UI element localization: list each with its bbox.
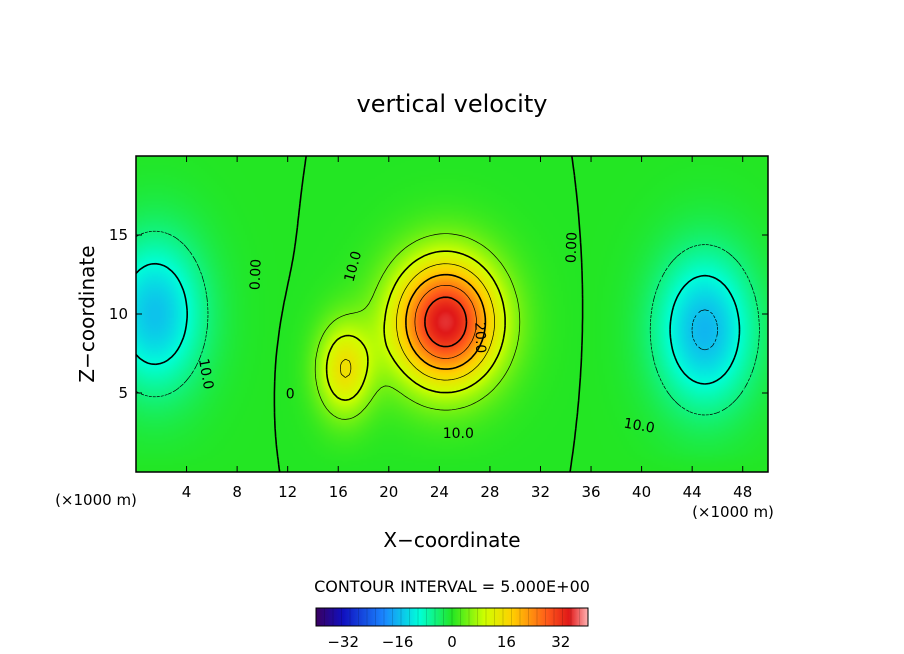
- contour-label: 0.00: [248, 259, 265, 291]
- velocity-field: [136, 156, 768, 472]
- colorbar-tick-label: 32: [551, 633, 570, 651]
- contour-line: [273, 156, 584, 472]
- x-tick-label: 12: [278, 483, 297, 501]
- contour-line: [691, 309, 718, 351]
- y-axis-label: Z−coordinate: [75, 245, 99, 382]
- contour-label: 0: [286, 387, 295, 403]
- x-tick-label: 24: [430, 483, 449, 501]
- x-tick-label: 4: [182, 483, 192, 501]
- x-axis-unit-left: (×1000 m): [55, 491, 137, 509]
- contour-line: [414, 284, 477, 359]
- contour-interval-text: CONTOUR INTERVAL = 5.000E+00: [314, 577, 590, 596]
- contour-label: 20.0: [471, 322, 488, 354]
- colorbar-ramp: [316, 608, 588, 626]
- contour-line: [314, 233, 521, 420]
- contour-line: [136, 262, 741, 385]
- chart-title: vertical velocity: [357, 90, 548, 118]
- x-tick-label: 36: [581, 483, 600, 501]
- contour-label: 0.00: [564, 232, 581, 264]
- colorbar-tick-label: −16: [382, 633, 414, 651]
- plot-area: [136, 156, 768, 472]
- colorbar-frame: [315, 607, 589, 627]
- x-tick-label: 32: [531, 483, 550, 501]
- x-tick-label: 48: [733, 483, 752, 501]
- x-tick-label: 20: [379, 483, 398, 501]
- x-tick-label: 40: [632, 483, 651, 501]
- contour-label: 10.0: [195, 357, 216, 390]
- x-tick-label: 8: [232, 483, 242, 501]
- contour-label: 10.0: [622, 416, 655, 437]
- contour-labels: 0.00 10.0 20.0 10.0 0.00 0 10.0 10.0: [195, 232, 656, 442]
- contour-line: [136, 230, 760, 416]
- contour-line: [340, 263, 495, 381]
- x-axis-unit-right: (×1000 m): [692, 503, 774, 521]
- colorbar: −32 −16 0 16 32: [315, 607, 589, 651]
- colorbar-ticks: −32 −16 0 16 32: [327, 633, 570, 651]
- colorbar-stripes: [324, 608, 580, 626]
- y-tick-label: 5: [118, 384, 128, 402]
- x-tick-label: 44: [683, 483, 702, 501]
- contour-lines: [136, 156, 760, 472]
- x-axis: 4 8 12 16 20 24 28 32 36 40 44 48: [182, 156, 752, 501]
- contour-label: 10.0: [443, 426, 474, 442]
- y-axis: 5 10 15: [109, 226, 768, 402]
- colorbar-tick-label: 16: [497, 633, 516, 651]
- x-tick-label: 28: [480, 483, 499, 501]
- contour-line: [405, 273, 487, 370]
- y-tick-label: 10: [109, 305, 128, 323]
- y-tick-label: 15: [109, 226, 128, 244]
- x-axis-label: X−coordinate: [383, 528, 520, 552]
- colorbar-tick-label: 0: [447, 633, 457, 651]
- contour-label: 10.0: [342, 249, 366, 283]
- x-tick-label: 16: [329, 483, 348, 501]
- contour-line: [325, 250, 506, 401]
- colorbar-tick-label: −32: [327, 633, 359, 651]
- contour-line: [424, 296, 468, 348]
